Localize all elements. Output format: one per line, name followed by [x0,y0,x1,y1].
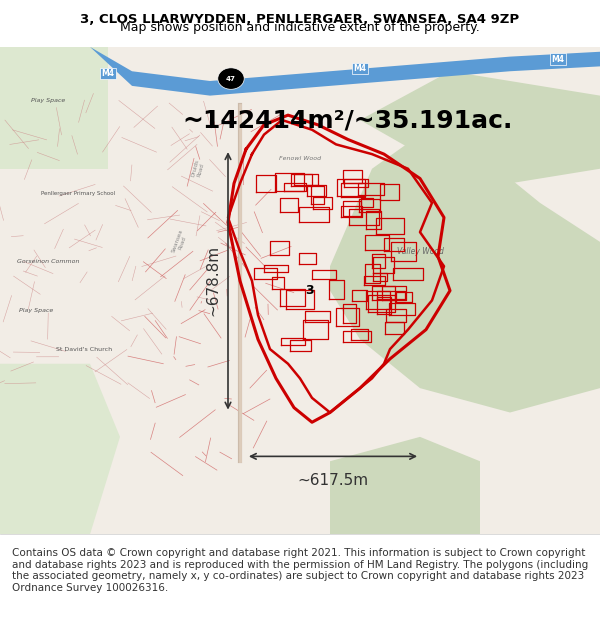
Polygon shape [330,134,600,413]
Text: Fenowl Wood: Fenowl Wood [279,156,321,161]
Text: M4: M4 [551,54,565,64]
Text: ~678.8m: ~678.8m [205,245,221,316]
Text: 47: 47 [226,76,236,81]
Polygon shape [360,71,600,183]
Text: ~142414m²/~35.191ac.: ~142414m²/~35.191ac. [183,108,513,132]
Text: Gorseinon Common: Gorseinon Common [17,259,79,264]
Text: Play Space: Play Space [31,98,65,103]
PathPatch shape [90,47,600,96]
Text: M4: M4 [101,69,115,78]
Text: ~617.5m: ~617.5m [298,473,368,488]
Polygon shape [0,364,120,534]
Text: 3: 3 [305,284,313,297]
Text: Valley Wood: Valley Wood [397,247,443,256]
Text: M4: M4 [353,64,367,73]
Text: Contains OS data © Crown copyright and database right 2021. This information is : Contains OS data © Crown copyright and d… [12,548,588,592]
Text: Druids
Road: Druids Road [190,159,206,179]
Text: Map shows position and indicative extent of the property.: Map shows position and indicative extent… [120,21,480,34]
Text: Penllergaer Primary School: Penllergaer Primary School [41,191,115,196]
Circle shape [218,68,244,89]
Text: 3, CLOS LLARWYDDEN, PENLLERGAER, SWANSEA, SA4 9ZP: 3, CLOS LLARWYDDEN, PENLLERGAER, SWANSEA… [80,13,520,26]
Text: Play Space: Play Space [19,308,53,312]
FancyBboxPatch shape [0,47,108,169]
Polygon shape [330,437,480,534]
Text: Swansea
Road: Swansea Road [170,228,190,256]
Text: St David's Church: St David's Church [56,347,112,352]
